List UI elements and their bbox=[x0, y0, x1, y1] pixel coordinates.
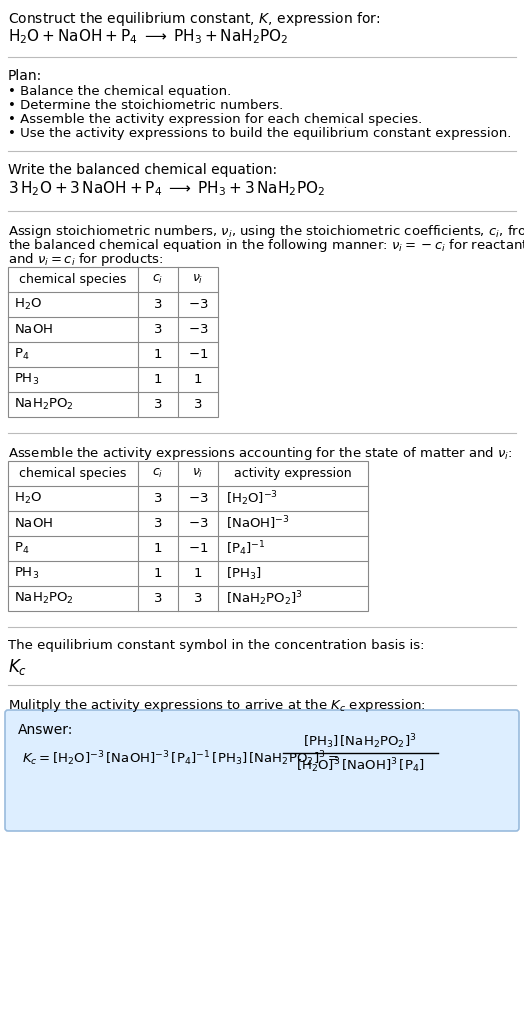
Text: The equilibrium constant symbol in the concentration basis is:: The equilibrium constant symbol in the c… bbox=[8, 639, 424, 652]
Text: $\mathrm{H_2O + NaOH + P_4 \;\longrightarrow\; PH_3 + NaH_2PO_2}$: $\mathrm{H_2O + NaOH + P_4 \;\longrighta… bbox=[8, 27, 289, 46]
Text: $[\mathrm{PH_3}]$: $[\mathrm{PH_3}]$ bbox=[226, 566, 261, 582]
Text: Mulitply the activity expressions to arrive at the $K_c$ expression:: Mulitply the activity expressions to arr… bbox=[8, 697, 426, 714]
Text: activity expression: activity expression bbox=[234, 467, 352, 480]
Text: 1: 1 bbox=[154, 567, 162, 580]
Text: 3: 3 bbox=[154, 517, 162, 530]
Text: 1: 1 bbox=[154, 348, 162, 361]
Text: Assemble the activity expressions accounting for the state of matter and $\nu_i$: Assemble the activity expressions accoun… bbox=[8, 445, 512, 461]
Text: $-3$: $-3$ bbox=[188, 517, 208, 530]
Text: $\mathrm{NaOH}$: $\mathrm{NaOH}$ bbox=[14, 323, 53, 336]
Text: $[\mathrm{P_4}]^{-1}$: $[\mathrm{P_4}]^{-1}$ bbox=[226, 539, 266, 557]
FancyBboxPatch shape bbox=[5, 710, 519, 831]
Text: and $\nu_i = c_i$ for products:: and $\nu_i = c_i$ for products: bbox=[8, 251, 163, 268]
Bar bbox=[8, 461, 368, 611]
Text: Write the balanced chemical equation:: Write the balanced chemical equation: bbox=[8, 163, 277, 177]
Text: $[\mathrm{NaH_2PO_2}]^3$: $[\mathrm{NaH_2PO_2}]^3$ bbox=[226, 589, 303, 607]
Bar bbox=[8, 268, 218, 417]
Text: 1: 1 bbox=[154, 373, 162, 386]
Text: $\mathrm{NaOH}$: $\mathrm{NaOH}$ bbox=[14, 517, 53, 530]
Text: $\mathrm{H_2O}$: $\mathrm{H_2O}$ bbox=[14, 297, 42, 312]
Text: 3: 3 bbox=[154, 492, 162, 505]
Text: $-1$: $-1$ bbox=[188, 542, 208, 555]
Text: $1$: $1$ bbox=[193, 567, 203, 580]
Text: $\mathrm{P_4}$: $\mathrm{P_4}$ bbox=[14, 347, 29, 362]
Text: 3: 3 bbox=[154, 398, 162, 411]
Text: $[\mathrm{NaOH}]^{-3}$: $[\mathrm{NaOH}]^{-3}$ bbox=[226, 515, 290, 532]
Text: • Use the activity expressions to build the equilibrium constant expression.: • Use the activity expressions to build … bbox=[8, 127, 511, 140]
Text: $\mathrm{P_4}$: $\mathrm{P_4}$ bbox=[14, 541, 29, 556]
Text: Assign stoichiometric numbers, $\nu_i$, using the stoichiometric coefficients, $: Assign stoichiometric numbers, $\nu_i$, … bbox=[8, 223, 524, 240]
Text: the balanced chemical equation in the following manner: $\nu_i = -c_i$ for react: the balanced chemical equation in the fo… bbox=[8, 237, 524, 254]
Text: $c_i$: $c_i$ bbox=[152, 273, 163, 286]
Text: $\mathrm{3\,H_2O + 3\,NaOH + P_4 \;\longrightarrow\; PH_3 + 3\,NaH_2PO_2}$: $\mathrm{3\,H_2O + 3\,NaOH + P_4 \;\long… bbox=[8, 179, 325, 198]
Text: $\mathrm{PH_3}$: $\mathrm{PH_3}$ bbox=[14, 372, 39, 387]
Text: $\mathrm{H_2O}$: $\mathrm{H_2O}$ bbox=[14, 491, 42, 506]
Text: $-1$: $-1$ bbox=[188, 348, 208, 361]
Text: • Determine the stoichiometric numbers.: • Determine the stoichiometric numbers. bbox=[8, 99, 283, 112]
Text: 1: 1 bbox=[154, 542, 162, 555]
Text: $\mathrm{NaH_2PO_2}$: $\mathrm{NaH_2PO_2}$ bbox=[14, 397, 74, 412]
Text: $[\mathrm{H_2O}]^{-3}$: $[\mathrm{H_2O}]^{-3}$ bbox=[226, 489, 278, 507]
Text: $[\mathrm{H_2O}]^3\,[\mathrm{NaOH}]^3\,[\mathrm{P_4}]$: $[\mathrm{H_2O}]^3\,[\mathrm{NaOH}]^3\,[… bbox=[296, 757, 424, 775]
Text: $3$: $3$ bbox=[193, 592, 203, 605]
Text: $-3$: $-3$ bbox=[188, 323, 208, 336]
Text: $c_i$: $c_i$ bbox=[152, 467, 163, 480]
Text: Plan:: Plan: bbox=[8, 69, 42, 83]
Text: Construct the equilibrium constant, $K$, expression for:: Construct the equilibrium constant, $K$,… bbox=[8, 10, 380, 28]
Text: $\nu_i$: $\nu_i$ bbox=[192, 467, 204, 480]
Text: $\mathrm{PH_3}$: $\mathrm{PH_3}$ bbox=[14, 566, 39, 581]
Text: $\nu_i$: $\nu_i$ bbox=[192, 273, 204, 286]
Text: $K_c$: $K_c$ bbox=[8, 657, 27, 677]
Text: • Balance the chemical equation.: • Balance the chemical equation. bbox=[8, 85, 231, 98]
Text: 3: 3 bbox=[154, 323, 162, 336]
Text: $-3$: $-3$ bbox=[188, 492, 208, 505]
Text: $K_c = [\mathrm{H_2O}]^{-3}\,[\mathrm{NaOH}]^{-3}\,[\mathrm{P_4}]^{-1}\,[\mathrm: $K_c = [\mathrm{H_2O}]^{-3}\,[\mathrm{Na… bbox=[22, 749, 339, 768]
Text: 3: 3 bbox=[154, 298, 162, 311]
Text: $3$: $3$ bbox=[193, 398, 203, 411]
Text: $-3$: $-3$ bbox=[188, 298, 208, 311]
Text: $[\mathrm{PH_3}]\,[\mathrm{NaH_2PO_2}]^3$: $[\mathrm{PH_3}]\,[\mathrm{NaH_2PO_2}]^3… bbox=[303, 733, 417, 751]
Text: chemical species: chemical species bbox=[19, 467, 127, 480]
Text: • Assemble the activity expression for each chemical species.: • Assemble the activity expression for e… bbox=[8, 113, 422, 126]
Text: $\mathrm{NaH_2PO_2}$: $\mathrm{NaH_2PO_2}$ bbox=[14, 591, 74, 606]
Text: Answer:: Answer: bbox=[18, 723, 73, 737]
Text: $1$: $1$ bbox=[193, 373, 203, 386]
Text: chemical species: chemical species bbox=[19, 273, 127, 286]
Text: 3: 3 bbox=[154, 592, 162, 605]
